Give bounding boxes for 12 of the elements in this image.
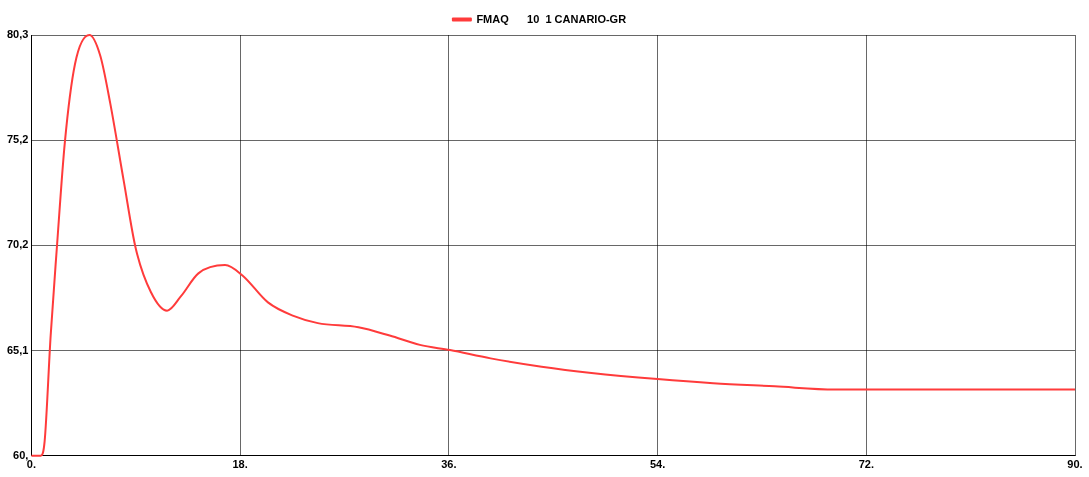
x-tick-label: 72. [858, 458, 874, 471]
y-tick-label: 75,2 [6, 133, 29, 146]
x-tick-label: 36. [441, 458, 457, 471]
y-tick-label: 60, [13, 448, 29, 461]
y-tick-label: 70,2 [6, 238, 29, 251]
x-tick-label: 54. [649, 458, 666, 471]
y-tick-label: 65,1 [6, 343, 29, 356]
line-series [30, 34, 1076, 457]
x-tick-label: 18. [232, 458, 248, 471]
y-tick-label: 80,3 [6, 28, 29, 41]
x-tick-label: 90. [1067, 458, 1083, 471]
legend-label: FMAQ 10 1 CANARIO-GR [476, 12, 627, 25]
